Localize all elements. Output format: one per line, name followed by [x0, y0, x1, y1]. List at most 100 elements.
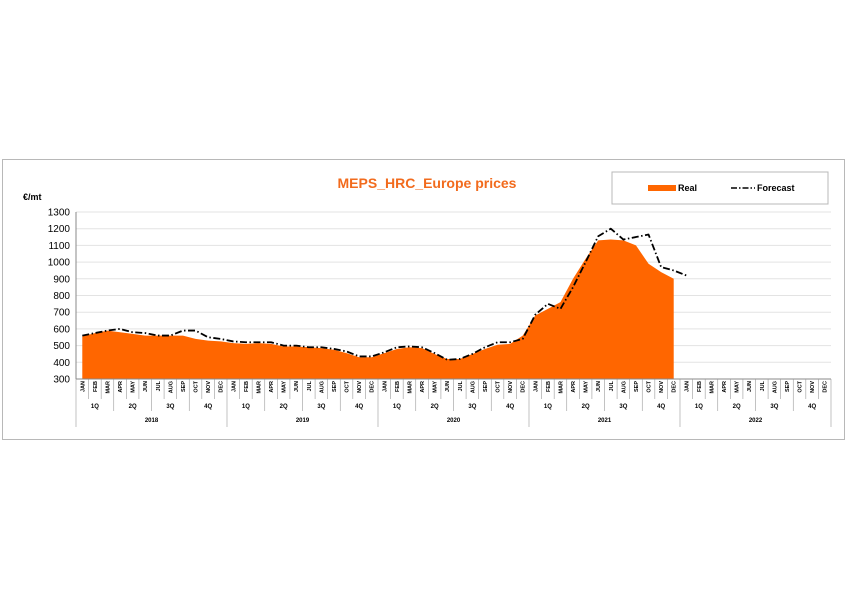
x-month-label: SEP [634, 381, 640, 392]
x-quarter-label: 2Q [582, 404, 590, 410]
x-month-label: DEC [521, 381, 527, 393]
x-quarter-label: 4Q [506, 404, 514, 410]
y-tick-label: 500 [53, 341, 70, 352]
x-quarter-label: 1Q [544, 404, 552, 410]
x-month-label: APR [118, 381, 124, 393]
x-month-label: NOV [508, 381, 514, 393]
x-year-label: 2019 [296, 418, 310, 424]
x-month-label: JUL [609, 380, 615, 391]
area-series-real [82, 239, 674, 379]
y-tick-label: 1200 [48, 224, 71, 235]
y-tick-label: 700 [53, 308, 70, 319]
legend-label-forecast: Forecast [757, 183, 795, 193]
x-month-label: FEB [697, 381, 703, 392]
x-quarter-label: 4Q [204, 404, 212, 410]
legend-label-real: Real [678, 183, 697, 193]
x-axis: JAN FEB MAR APR MAY JUN JUL AUG SEP OCT NOV DEC JAN F… [75, 378, 832, 427]
y-axis-unit: €/mt [23, 192, 42, 202]
x-quarter-label: 3Q [619, 404, 627, 410]
x-month-label: MAY [584, 381, 590, 393]
x-quarter-label: 2Q [129, 404, 137, 410]
x-month-label: MAY [735, 381, 741, 393]
x-month-label: JAN [80, 381, 86, 392]
x-year-label: 2022 [749, 418, 763, 424]
y-tick-label: 1300 [48, 208, 71, 219]
x-month-label: MAR [558, 381, 564, 394]
x-month-label: APR [571, 381, 577, 393]
x-month-label: AUG [470, 381, 476, 393]
x-quarter-label: 3Q [317, 404, 325, 410]
x-quarter-label: 2Q [733, 404, 741, 410]
x-quarter-label: 3Q [166, 404, 174, 410]
x-month-label: OCT [194, 380, 200, 392]
x-month-label: JUL [307, 380, 313, 391]
x-month-label: JUN [747, 381, 753, 392]
x-month-label: MAR [105, 381, 111, 394]
x-month-label: JAN [382, 381, 388, 392]
x-month-label: OCT [496, 380, 502, 392]
x-month-label: DEC [370, 381, 376, 393]
x-year-label: 2021 [598, 418, 612, 424]
x-month-label: JUL [156, 380, 162, 391]
y-axis: 300 400 500 600 700 800 900 1000 1100 1200 1300 [48, 208, 77, 386]
x-month-label: JUN [596, 381, 602, 392]
y-tick-label: 400 [53, 358, 70, 369]
x-month-label: APR [269, 381, 275, 393]
x-month-label: MAY [131, 381, 137, 393]
x-month-label: APR [722, 381, 728, 393]
legend: Real Forecast [611, 171, 829, 205]
x-month-label: SEP [483, 381, 489, 392]
x-month-label: NOV [810, 381, 816, 393]
x-month-label: MAY [282, 381, 288, 393]
x-month-label: MAY [433, 381, 439, 393]
legend-swatch-real [648, 185, 676, 191]
x-month-label: DEC [823, 381, 829, 393]
x-month-label: OCT [647, 380, 653, 392]
x-quarter-label: 4Q [355, 404, 363, 410]
x-month-label: JUN [445, 381, 451, 392]
x-month-label: FEB [244, 381, 250, 392]
x-quarter-label: 2Q [280, 404, 288, 410]
x-quarter-label: 4Q [657, 404, 665, 410]
x-month-label: MAR [709, 381, 715, 394]
x-month-label: AUG [621, 381, 627, 393]
x-year-label: 2020 [447, 418, 461, 424]
x-month-label: DEC [219, 381, 225, 393]
chart-frame: MEPS_HRC_Europe prices €/mt Real Forecas… [2, 159, 845, 440]
x-month-label: JUL [760, 380, 766, 391]
x-quarter-label: 3Q [770, 404, 778, 410]
x-month-label: JAN [533, 381, 539, 392]
x-month-label: NOV [357, 381, 363, 393]
x-month-label: SEP [785, 381, 791, 392]
chart: MEPS_HRC_Europe prices €/mt Real Forecas… [23, 171, 832, 427]
x-month-label: JAN [684, 381, 690, 392]
y-tick-label: 600 [53, 324, 70, 335]
x-month-label: AUG [168, 381, 174, 393]
x-month-label: NOV [206, 381, 212, 393]
y-tick-label: 1100 [48, 241, 70, 252]
x-month-label: AUG [772, 381, 778, 393]
x-month-label: AUG [319, 381, 325, 393]
x-month-label: MAR [407, 381, 413, 394]
x-month-label: FEB [395, 381, 401, 392]
x-month-label: FEB [546, 381, 552, 392]
x-month-label: NOV [659, 381, 665, 393]
x-month-label: SEP [181, 381, 187, 392]
x-month-label: APR [420, 381, 426, 393]
y-tick-label: 1000 [48, 258, 71, 269]
x-quarter-label: 1Q [393, 404, 401, 410]
y-tick-label: 800 [53, 291, 70, 302]
real-area [82, 239, 674, 379]
x-month-label: MAR [256, 381, 262, 394]
y-tick-label: 300 [53, 375, 70, 386]
x-month-label: OCT [798, 380, 804, 392]
x-quarter-label: 1Q [695, 404, 703, 410]
chart-title: MEPS_HRC_Europe prices [338, 175, 517, 191]
x-month-label: JUL [458, 380, 464, 391]
x-quarter-label: 1Q [91, 404, 99, 410]
x-quarter-label: 4Q [808, 404, 816, 410]
x-month-label: SEP [332, 381, 338, 392]
x-month-label: JUN [294, 381, 300, 392]
y-tick-label: 900 [53, 274, 70, 285]
legend-box [611, 171, 829, 205]
